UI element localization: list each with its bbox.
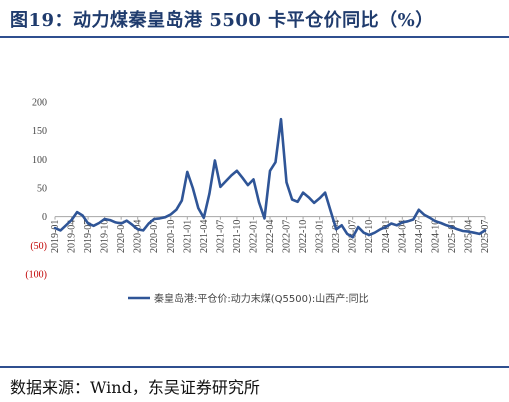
- y-tick-label: (100): [25, 270, 47, 281]
- x-tick-label: 2025-01: [447, 220, 458, 253]
- x-tick-label: 2020-07: [149, 220, 160, 253]
- x-tick-label: 2025-04: [463, 220, 474, 253]
- chart-title: 图19：动力煤秦皇岛港 5500 卡平仓价同比（%）: [10, 10, 434, 31]
- y-tick-label: 0: [42, 212, 47, 223]
- x-tick-label: 2024-04: [397, 220, 408, 253]
- x-tick-label: 2021-07: [215, 220, 226, 253]
- y-tick-label: (50): [30, 241, 47, 252]
- x-tick-label: 2022-01: [248, 220, 259, 253]
- y-tick-label: 200: [32, 98, 47, 109]
- bottom-divider: [0, 366, 509, 368]
- y-tick-label: 50: [37, 184, 47, 195]
- data-source: 数据来源：Wind，东吴证券研究所: [10, 378, 260, 397]
- x-tick-label: 2020-01: [116, 220, 127, 253]
- x-tick-label: 2019-01: [50, 220, 61, 253]
- x-tick-label: 2020-04: [133, 220, 144, 253]
- x-tick-label: 2022-04: [265, 220, 276, 253]
- x-tick-label: 2019-07: [83, 220, 94, 253]
- x-tick-label: 2022-10: [298, 220, 309, 253]
- x-tick-label: 2024-10: [430, 220, 441, 253]
- x-tick-label: 2023-04: [331, 220, 342, 253]
- x-tick-label: 2019-10: [100, 220, 111, 253]
- x-tick-label: 2020-10: [166, 220, 177, 253]
- x-tick-label: 2021-10: [232, 220, 243, 253]
- x-tick-label: 2022-07: [282, 220, 293, 253]
- x-tick-label: 2023-01: [315, 220, 326, 253]
- legend: 秦皇岛港:平仓价:动力末煤(Q5500):山西产:同比: [128, 292, 369, 305]
- x-tick-label: 2024-01: [381, 220, 392, 253]
- y-axis: 200 150 100 50 0 (50) (100): [25, 98, 47, 281]
- x-tick-label: 2024-07: [414, 220, 425, 253]
- y-tick-label: 150: [32, 126, 47, 137]
- x-tick-label: 2023-10: [364, 220, 375, 253]
- top-divider: [0, 36, 509, 38]
- y-tick-label: 100: [32, 155, 47, 166]
- x-tick-label: 2021-04: [199, 220, 210, 253]
- x-tick-label: 2019-04: [67, 220, 78, 253]
- x-tick-label: 2021-01: [182, 220, 193, 253]
- x-axis: 2019-01 2019-04 2019-07 2019-10 2020-01 2020-…: [50, 216, 491, 253]
- series-line: [53, 117, 487, 239]
- x-tick-label: 2025-07: [480, 220, 491, 253]
- legend-label: 秦皇岛港:平仓价:动力末煤(Q5500):山西产:同比: [154, 292, 369, 305]
